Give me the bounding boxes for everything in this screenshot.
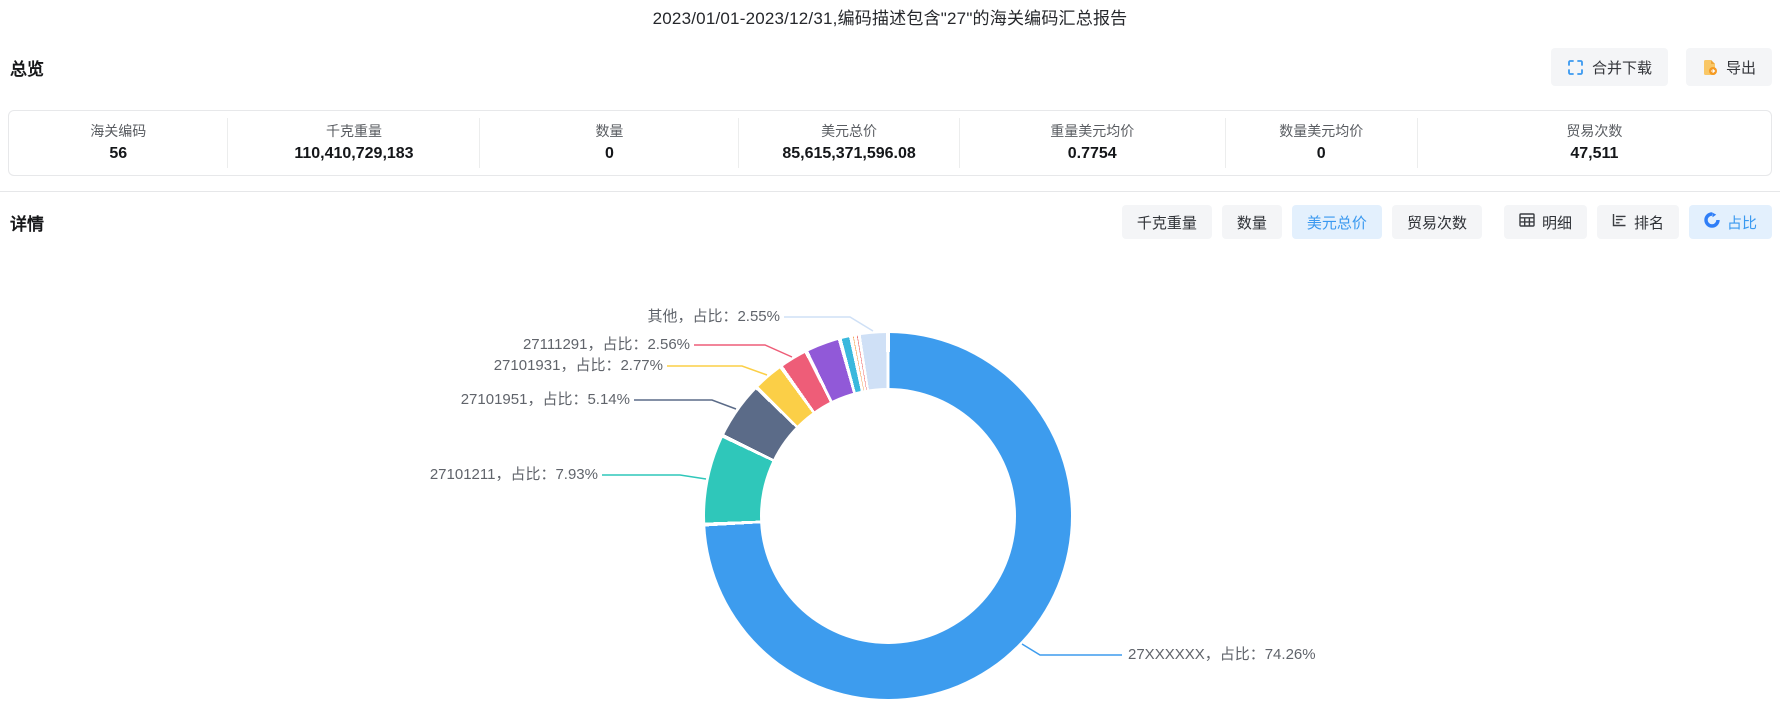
stat-label: 海关编码 [90,123,147,139]
stat-value: 0 [604,145,614,162]
metric-tab-group: 千克重量 数量 美元总价 贸易次数 [1121,205,1482,239]
stat-kg-weight: 千克重量 110,410,729,183 [227,118,479,168]
merge-download-button[interactable]: 合并下载 [1550,48,1668,86]
donut-hole [760,388,1016,644]
stat-value: 110,410,729,183 [294,145,414,162]
detail-controls: 千克重量 数量 美元总价 贸易次数 明细 [1121,205,1772,239]
export-file-icon [1702,59,1718,76]
export-button[interactable]: 导出 [1685,48,1772,86]
tab-usd-total[interactable]: 美元总价 [1291,205,1382,239]
pie-label-27101951: 27101951，占比：5.14% [460,391,630,408]
stat-value: 47,511 [1570,145,1619,162]
stat-label: 重量美元均价 [1050,123,1135,139]
table-icon [1519,213,1535,231]
stat-usd-per-weight: 重量美元均价 0.7754 [958,118,1225,168]
donut-chart-icon [1704,212,1720,232]
stat-value: 85,615,371,596.08 [782,145,916,162]
stat-value: 0.7754 [1067,145,1117,162]
section-divider [0,191,1780,192]
overview-actions: 合并下载 导出 [1550,48,1772,86]
view-ranking-label: 排名 [1633,214,1664,232]
tab-quantity[interactable]: 数量 [1221,205,1282,239]
donut-chart: 其他，占比：2.55% 27111291，占比：2.56% 27101931，占… [0,253,1780,712]
merge-download-icon [1567,59,1584,76]
view-share-label: 占比 [1726,214,1757,232]
ranking-icon [1612,213,1627,231]
detail-header: 详情 千克重量 数量 美元总价 贸易次数 明细 [0,205,1780,239]
stat-usd-total: 美元总价 85,615,371,596.08 [738,118,958,168]
stat-value: 56 [109,145,128,162]
tab-trade-count[interactable]: 贸易次数 [1391,205,1482,239]
stat-label: 数量 [595,123,624,139]
pie-label-27xxxxxx: 27XXXXXX，占比：74.26% [1128,646,1316,663]
view-button-group: 明细 排名 [1503,205,1772,239]
page-title: 2023/01/01-2023/12/31,编码描述包含"27"的海关编码汇总报… [652,9,1128,28]
stat-quantity: 数量 0 [479,118,738,168]
stat-label: 贸易次数 [1566,123,1623,139]
overview-stats-card: 海关编码 56 千克重量 110,410,729,183 数量 0 美元总价 8… [8,110,1772,176]
stat-label: 美元总价 [821,123,878,139]
overview-section-label: 总览 [10,59,44,79]
tab-kg-weight[interactable]: 千克重量 [1121,205,1212,239]
pie-label-27101931: 27101931，占比：2.77% [493,357,663,374]
view-ranking-button[interactable]: 排名 [1596,205,1679,239]
overview-header: 总览 合并下载 [0,48,1780,86]
stat-label: 数量美元均价 [1279,123,1364,139]
stat-usd-per-quantity: 数量美元均价 0 [1224,118,1417,168]
export-label: 导出 [1725,59,1756,77]
pie-label-other: 其他，占比：2.55% [647,308,780,325]
view-detail-label: 明细 [1541,214,1572,232]
stat-customs-code: 海关编码 56 [9,118,227,168]
merge-download-label: 合并下载 [1591,59,1652,77]
stat-trade-count: 贸易次数 47,511 [1416,118,1771,168]
detail-section-label: 详情 [10,214,44,234]
stat-label: 千克重量 [325,123,382,139]
view-detail-button[interactable]: 明细 [1503,205,1587,239]
view-share-button[interactable]: 占比 [1688,205,1772,239]
pie-label-27101211: 27101211，占比：7.93% [429,466,598,483]
stat-value: 0 [1316,145,1326,162]
pie-label-27111291: 27111291，占比：2.56% [522,336,690,353]
